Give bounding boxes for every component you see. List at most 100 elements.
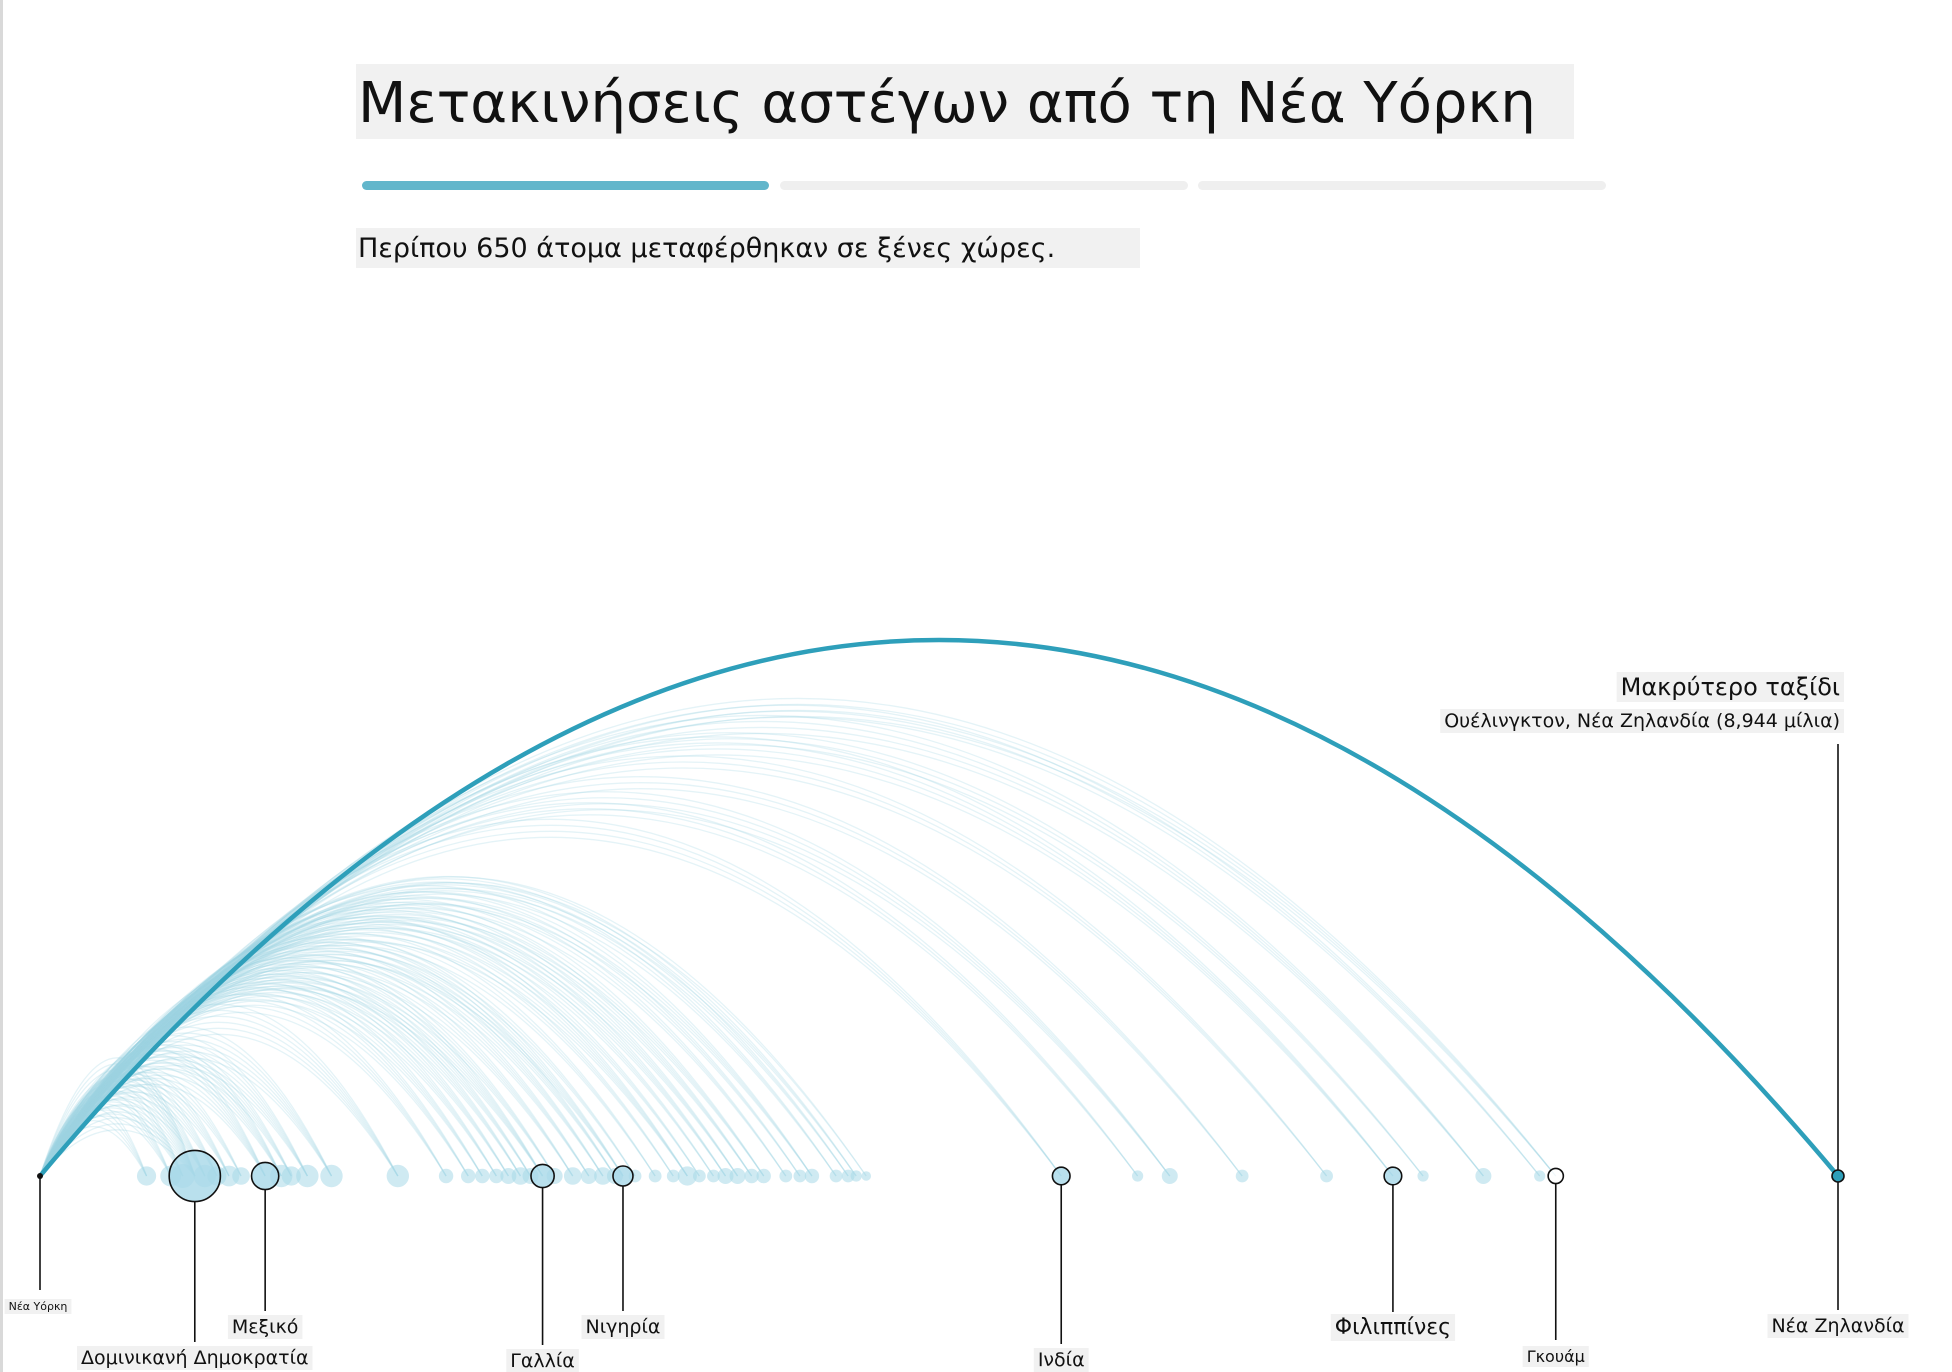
destination-dot: [580, 1168, 597, 1184]
arc-line: [39, 891, 813, 1177]
arc-line: [39, 988, 522, 1177]
destination-dot: [500, 1168, 517, 1184]
arc-line: [39, 949, 590, 1177]
destination-label-bg: [581, 1315, 665, 1339]
arc-line: [39, 1026, 333, 1177]
destination-label-group: Γαλλία: [506, 1349, 579, 1372]
arc-line: [39, 904, 765, 1177]
destination-dot: [136, 1166, 157, 1186]
arc-line: [39, 909, 727, 1177]
arc-line: [39, 931, 700, 1177]
arc-line: [39, 1059, 266, 1177]
destination-label: Δομινικανή Δημοκρατία: [81, 1347, 309, 1369]
arc-line: [39, 1109, 172, 1177]
arc-line: [39, 1053, 266, 1177]
arc-line: [39, 969, 544, 1177]
destination-label: Νιγηρία: [586, 1316, 661, 1338]
arc-line: [39, 999, 447, 1177]
progress-step-1[interactable]: [362, 181, 769, 190]
page-title: Μετακινήσεις αστέγων από τη Νέα Υόρκη: [358, 71, 1536, 136]
arc-line: [39, 982, 522, 1177]
arc-line: [39, 888, 857, 1177]
arc-line: [39, 884, 849, 1177]
annotation-title: Μακρύτερο ταξίδι: [1621, 673, 1840, 701]
arc-line: [39, 975, 544, 1177]
annotation-text-group: Ουέλινγκτον, Νέα Ζηλανδία (8,944 μίλια): [1440, 709, 1844, 733]
arc-line: [39, 955, 590, 1177]
arc-line: [39, 1056, 333, 1177]
destination-dot: [1475, 1168, 1492, 1184]
arc-line: [39, 1071, 242, 1177]
arc-line: [39, 992, 469, 1177]
arc-line: [39, 1104, 206, 1177]
destination-dot: [692, 1169, 706, 1183]
arc-line: [39, 923, 688, 1177]
arc-line: [39, 1113, 184, 1177]
arc-line: [39, 1062, 282, 1177]
arc-line: [39, 1057, 196, 1177]
arc-line: [39, 938, 636, 1177]
destination-label-group: Ινδία: [1033, 1348, 1089, 1372]
destination-label: Γαλλία: [510, 1350, 575, 1372]
arc-line: [39, 1000, 483, 1177]
arc-line: [39, 1069, 196, 1177]
arc-line: [39, 970, 522, 1177]
arc-line: [39, 954, 624, 1177]
destination-label-bg: [1330, 1314, 1456, 1341]
arc-line: [39, 989, 497, 1177]
arc-line: [39, 1085, 230, 1177]
destination-dot: [793, 1169, 807, 1183]
arc-line: [39, 836, 1062, 1177]
arc-line: [39, 1035, 308, 1177]
labels-layer: Δομινικανή Δημοκρατία Μεξικό Γαλλία Νιγηρία…: [4, 672, 1909, 1372]
destination-label-bg: [1033, 1348, 1089, 1372]
destination-dot-labeled: [250, 1161, 280, 1191]
arc-line: [39, 967, 590, 1177]
arc-line: [39, 961, 590, 1177]
destination-label: Νέα Ζηλανδία: [1771, 1315, 1904, 1337]
arc-line: [39, 1075, 196, 1177]
arc-line: [39, 898, 765, 1177]
arc-line: [39, 788, 1243, 1177]
origin-label-group: Νέα Υόρκη: [4, 1299, 72, 1314]
arc-line: [39, 939, 674, 1177]
arc-line: [39, 895, 787, 1177]
destination-dot: [296, 1164, 319, 1188]
arc-line: [39, 742, 1394, 1177]
arc-line: [39, 924, 739, 1177]
arc-line: [39, 1081, 196, 1177]
arc-line: [39, 776, 1243, 1177]
arc-line: [39, 927, 727, 1177]
destination-label-group: Γκουάμ: [1522, 1346, 1589, 1367]
arc-line: [39, 1032, 333, 1177]
destination-dot: [1417, 1170, 1429, 1182]
destination-dot: [460, 1168, 476, 1184]
arc-line: [39, 1027, 399, 1177]
destination-label-bg: [1522, 1346, 1589, 1367]
arc-line: [39, 1038, 333, 1177]
progress-step-3[interactable]: [1198, 181, 1606, 190]
arc-line: [39, 938, 656, 1177]
progress-step-2[interactable]: [780, 181, 1188, 190]
destination-dot: [677, 1166, 697, 1186]
destination-label: Φιλιππίνες: [1335, 1315, 1451, 1340]
destination-dot-labeled: [1831, 1169, 1845, 1183]
arc-line: [39, 951, 604, 1177]
arc-line: [39, 1068, 292, 1177]
destination-dot: [438, 1168, 454, 1184]
destination-label-bg: [1767, 1314, 1909, 1338]
longest-trip-arc: [38, 637, 1840, 1178]
arc-line: [39, 1044, 282, 1177]
arc-line: [39, 963, 604, 1177]
arc-line: [39, 919, 700, 1177]
arc-line: [39, 1052, 308, 1177]
arc-line: [39, 1090, 218, 1177]
arc-line: [39, 1055, 292, 1177]
destination-dot: [666, 1169, 680, 1183]
arc-line: [39, 982, 483, 1177]
arc-line: [39, 941, 616, 1177]
arc-line: [39, 885, 813, 1177]
arc-line: [39, 966, 574, 1177]
arc-line: [39, 704, 1541, 1177]
